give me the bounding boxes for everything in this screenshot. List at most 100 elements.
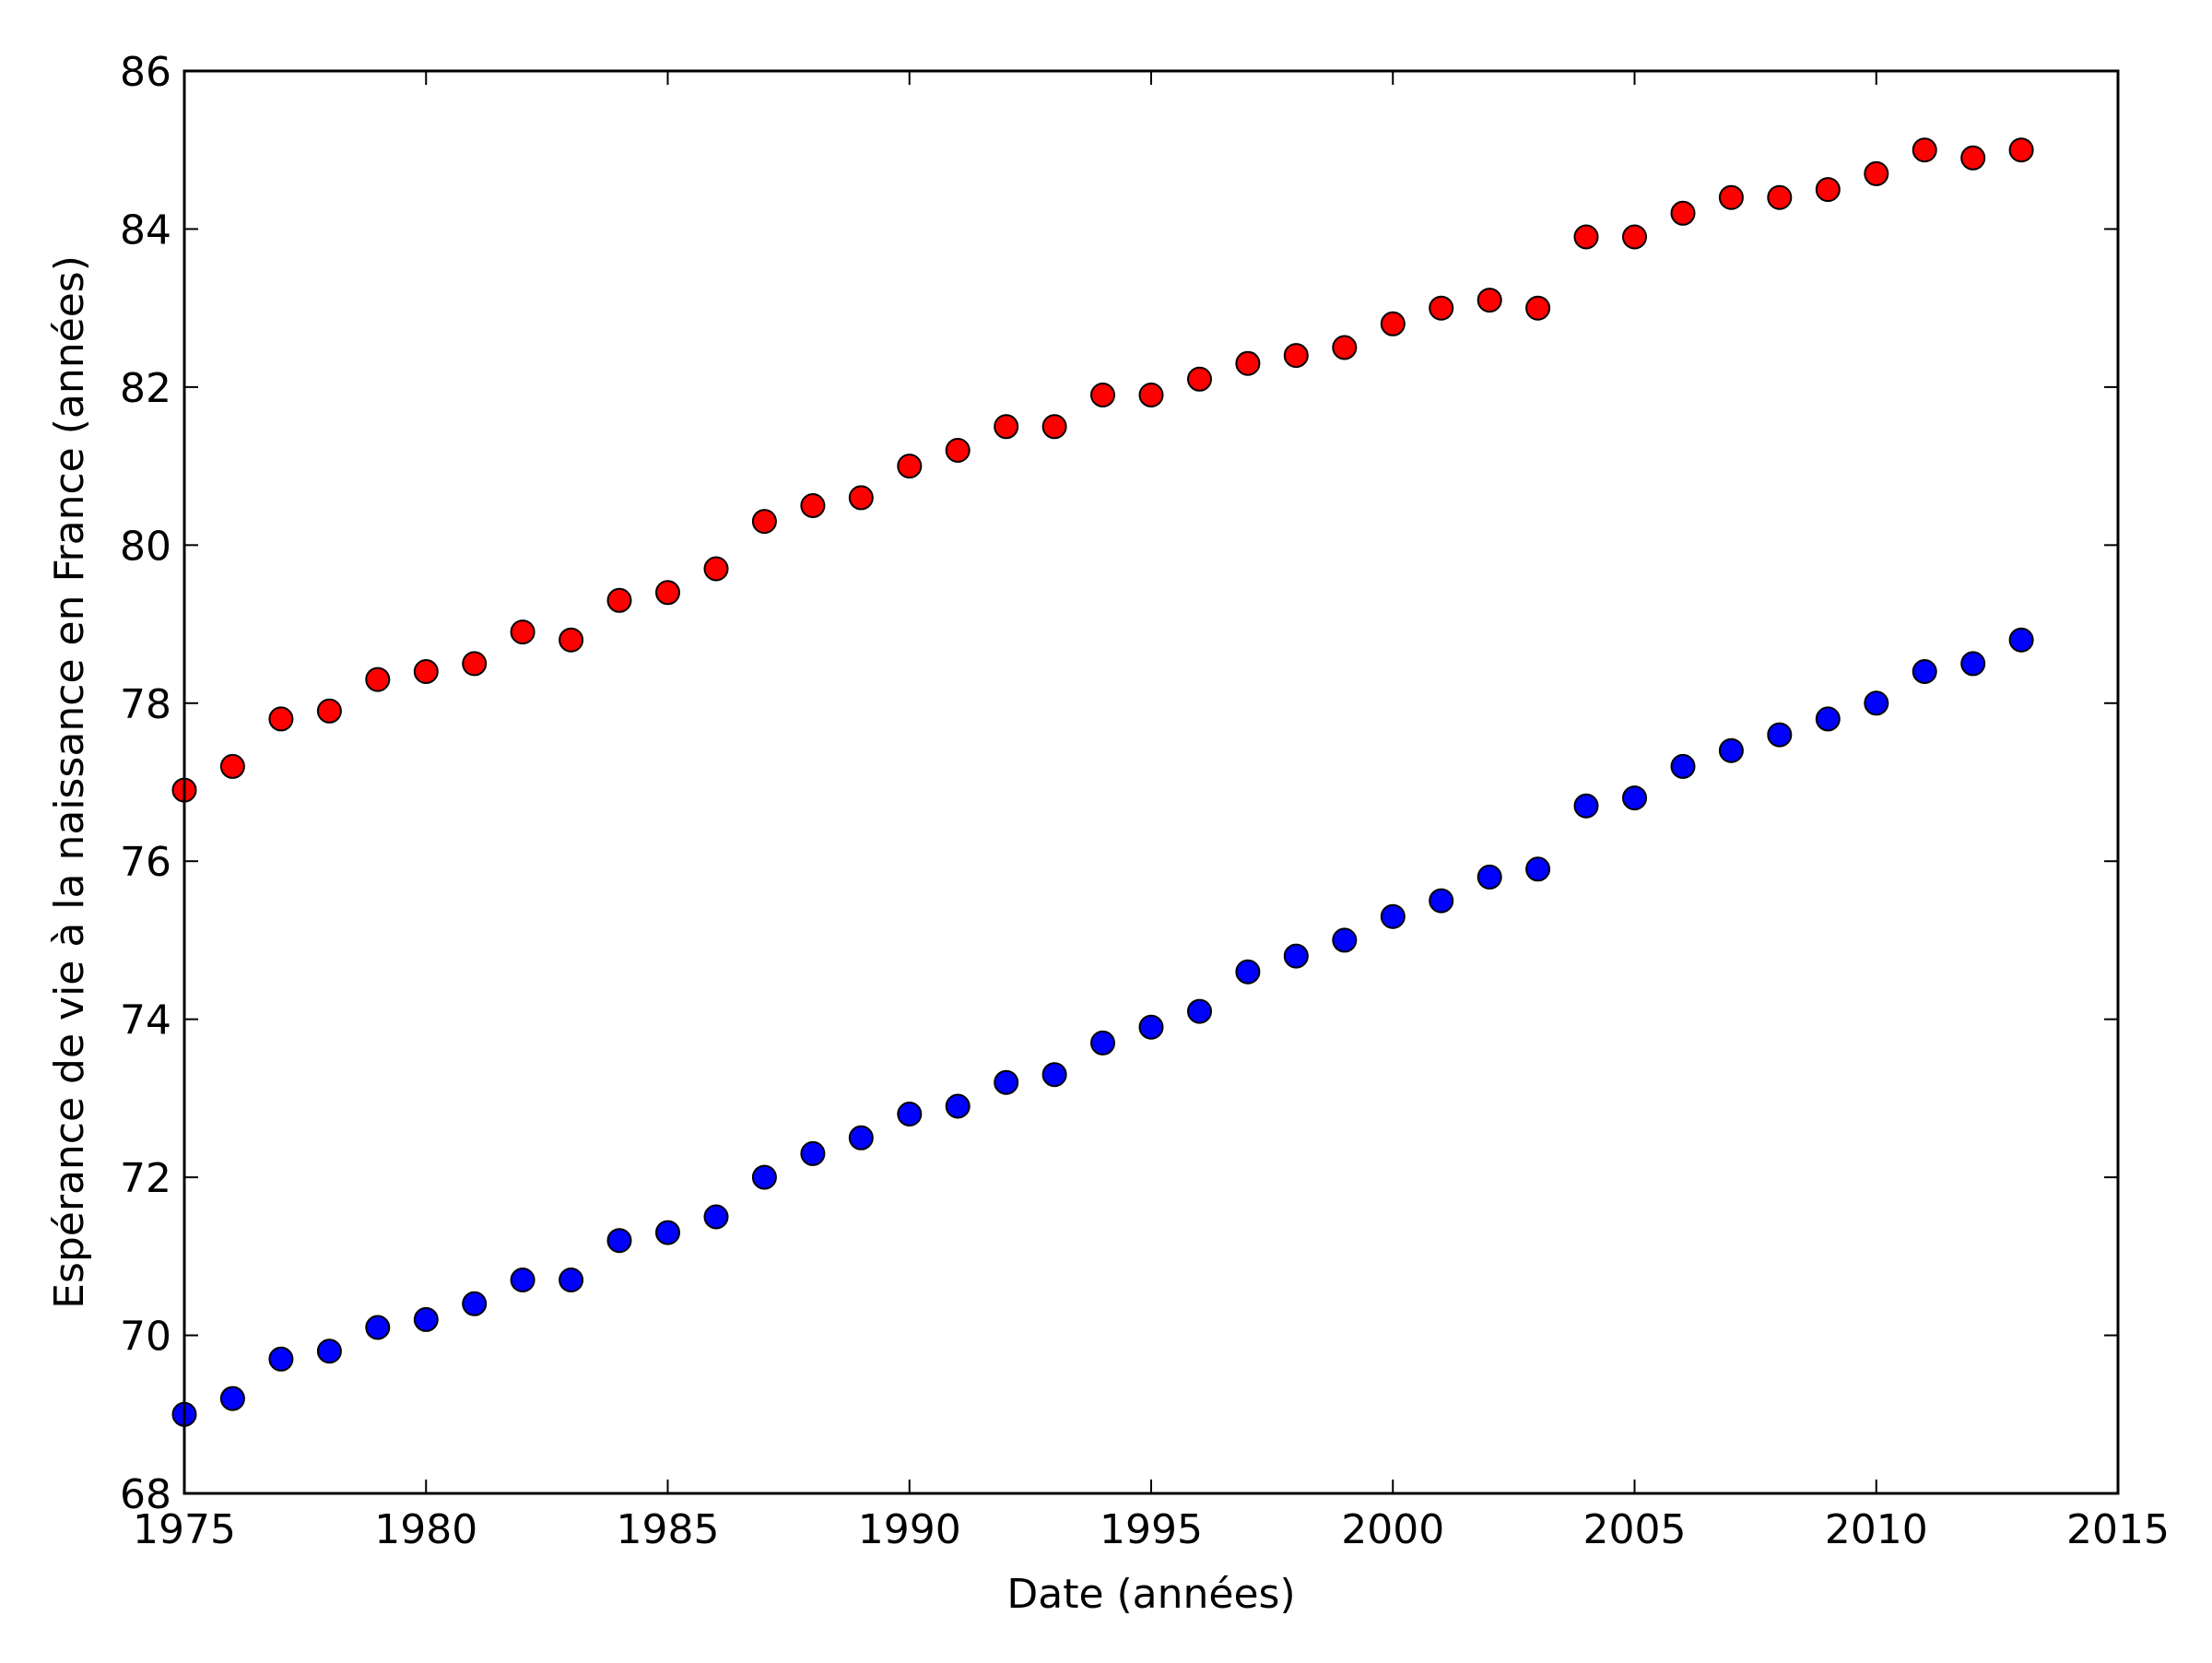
data-point-series-1 <box>413 659 439 684</box>
data-point-series-1 <box>1429 295 1454 321</box>
data-point-series-1 <box>897 454 923 479</box>
data-point-series-2 <box>1138 1014 1164 1040</box>
data-point-series-2 <box>848 1125 874 1150</box>
x-tick-label: 2005 <box>1583 1506 1687 1553</box>
data-point-series-2 <box>219 1386 245 1411</box>
data-point-series-1 <box>1718 184 1744 210</box>
data-point-series-1 <box>1283 343 1309 369</box>
data-point-series-2 <box>1187 998 1212 1024</box>
data-point-series-2 <box>1041 1062 1067 1088</box>
data-point-series-1 <box>751 509 777 535</box>
y-tick-label: 68 <box>120 1471 171 1518</box>
data-point-series-2 <box>1815 706 1841 732</box>
y-tick-label: 82 <box>120 365 171 412</box>
x-tick-label: 1995 <box>1100 1506 1203 1553</box>
data-point-series-1 <box>1041 414 1067 440</box>
y-tick-label: 76 <box>120 839 171 886</box>
data-point-series-2 <box>365 1315 391 1340</box>
data-point-series-2 <box>2008 627 2034 653</box>
data-point-series-2 <box>655 1220 680 1245</box>
data-point-series-1 <box>1622 224 1647 250</box>
data-point-series-2 <box>1670 753 1696 779</box>
data-point-series-1 <box>2008 137 2034 163</box>
data-point-series-2 <box>316 1339 342 1364</box>
data-point-series-2 <box>1573 793 1599 819</box>
data-point-series-1 <box>1815 177 1841 203</box>
y-tick-label: 70 <box>120 1314 171 1361</box>
data-point-series-2 <box>703 1204 729 1230</box>
data-point-series-2 <box>1235 959 1261 985</box>
data-point-series-1 <box>510 619 535 645</box>
data-point-series-1 <box>1090 383 1115 407</box>
data-point-series-2 <box>1622 785 1647 811</box>
data-point-series-2 <box>1718 737 1744 763</box>
data-point-series-1 <box>1912 137 1937 163</box>
data-point-series-1 <box>1525 295 1551 321</box>
data-point-series-2 <box>413 1306 439 1332</box>
data-point-series-2 <box>1380 903 1406 929</box>
data-point-series-1 <box>1332 335 1358 360</box>
x-tick-label: 2000 <box>1341 1506 1444 1553</box>
plot-area-frame <box>182 69 2120 1495</box>
y-tick-label: 86 <box>120 49 171 96</box>
data-point-series-2 <box>751 1164 777 1190</box>
data-point-series-2 <box>1912 659 1937 684</box>
data-point-series-1 <box>1477 288 1502 313</box>
data-point-series-2 <box>1525 856 1551 882</box>
data-point-series-1 <box>848 485 874 511</box>
data-point-series-1 <box>219 753 245 779</box>
data-points-layer <box>171 137 2034 1427</box>
data-point-series-2 <box>800 1140 826 1166</box>
data-point-series-2 <box>897 1102 923 1126</box>
data-point-series-2 <box>945 1093 971 1119</box>
data-point-series-2 <box>1767 722 1793 748</box>
data-point-series-1 <box>1573 224 1599 250</box>
data-point-series-1 <box>1864 160 1889 186</box>
data-point-series-1 <box>703 556 729 582</box>
data-point-series-1 <box>800 493 826 518</box>
data-point-series-1 <box>1138 383 1164 407</box>
data-point-series-1 <box>316 698 342 724</box>
data-point-series-2 <box>1283 943 1309 969</box>
data-point-series-1 <box>994 414 1019 440</box>
data-point-series-1 <box>606 587 632 613</box>
y-tick-label: 78 <box>120 681 171 728</box>
data-point-series-2 <box>1960 651 1986 677</box>
data-point-series-1 <box>1380 311 1406 336</box>
data-point-series-2 <box>559 1268 584 1292</box>
data-point-series-2 <box>462 1291 488 1316</box>
data-point-series-1 <box>1670 200 1696 226</box>
x-axis-label: Date (années) <box>1006 1571 1295 1618</box>
data-point-series-2 <box>268 1346 294 1372</box>
data-point-series-1 <box>945 438 971 463</box>
data-point-series-1 <box>1767 184 1793 210</box>
data-point-series-2 <box>606 1228 632 1254</box>
y-tick-label: 74 <box>120 997 171 1044</box>
y-axis-label: Espérance de vie à la naissance en Franc… <box>46 255 93 1309</box>
data-point-series-1 <box>559 627 584 653</box>
x-tick-label: 1990 <box>858 1506 961 1553</box>
data-point-series-2 <box>1090 1030 1115 1056</box>
data-point-series-1 <box>268 706 294 732</box>
data-point-series-2 <box>994 1069 1019 1095</box>
y-tick-label: 84 <box>120 206 171 254</box>
data-point-series-2 <box>510 1268 535 1292</box>
x-tick-label: 1985 <box>617 1506 720 1553</box>
data-point-series-1 <box>655 580 680 606</box>
x-tick-label: 1975 <box>133 1506 236 1553</box>
axis-ticks-layer: 1975 1980 1985 1990 1995 2000 2005 2010 2015 68 70… <box>120 49 2170 1553</box>
data-point-series-2 <box>1477 864 1502 890</box>
data-point-series-1 <box>1187 366 1212 392</box>
data-point-series-2 <box>1864 690 1889 716</box>
data-point-series-2 <box>1332 927 1358 953</box>
x-tick-label: 1980 <box>374 1506 477 1553</box>
y-tick-label: 80 <box>120 523 171 570</box>
y-tick-label: 72 <box>120 1155 171 1202</box>
data-point-series-1 <box>462 651 488 677</box>
data-point-series-1 <box>1235 350 1261 376</box>
data-point-series-1 <box>365 666 391 692</box>
data-point-series-1 <box>1960 145 1986 171</box>
x-tick-label: 2010 <box>1825 1506 1928 1553</box>
